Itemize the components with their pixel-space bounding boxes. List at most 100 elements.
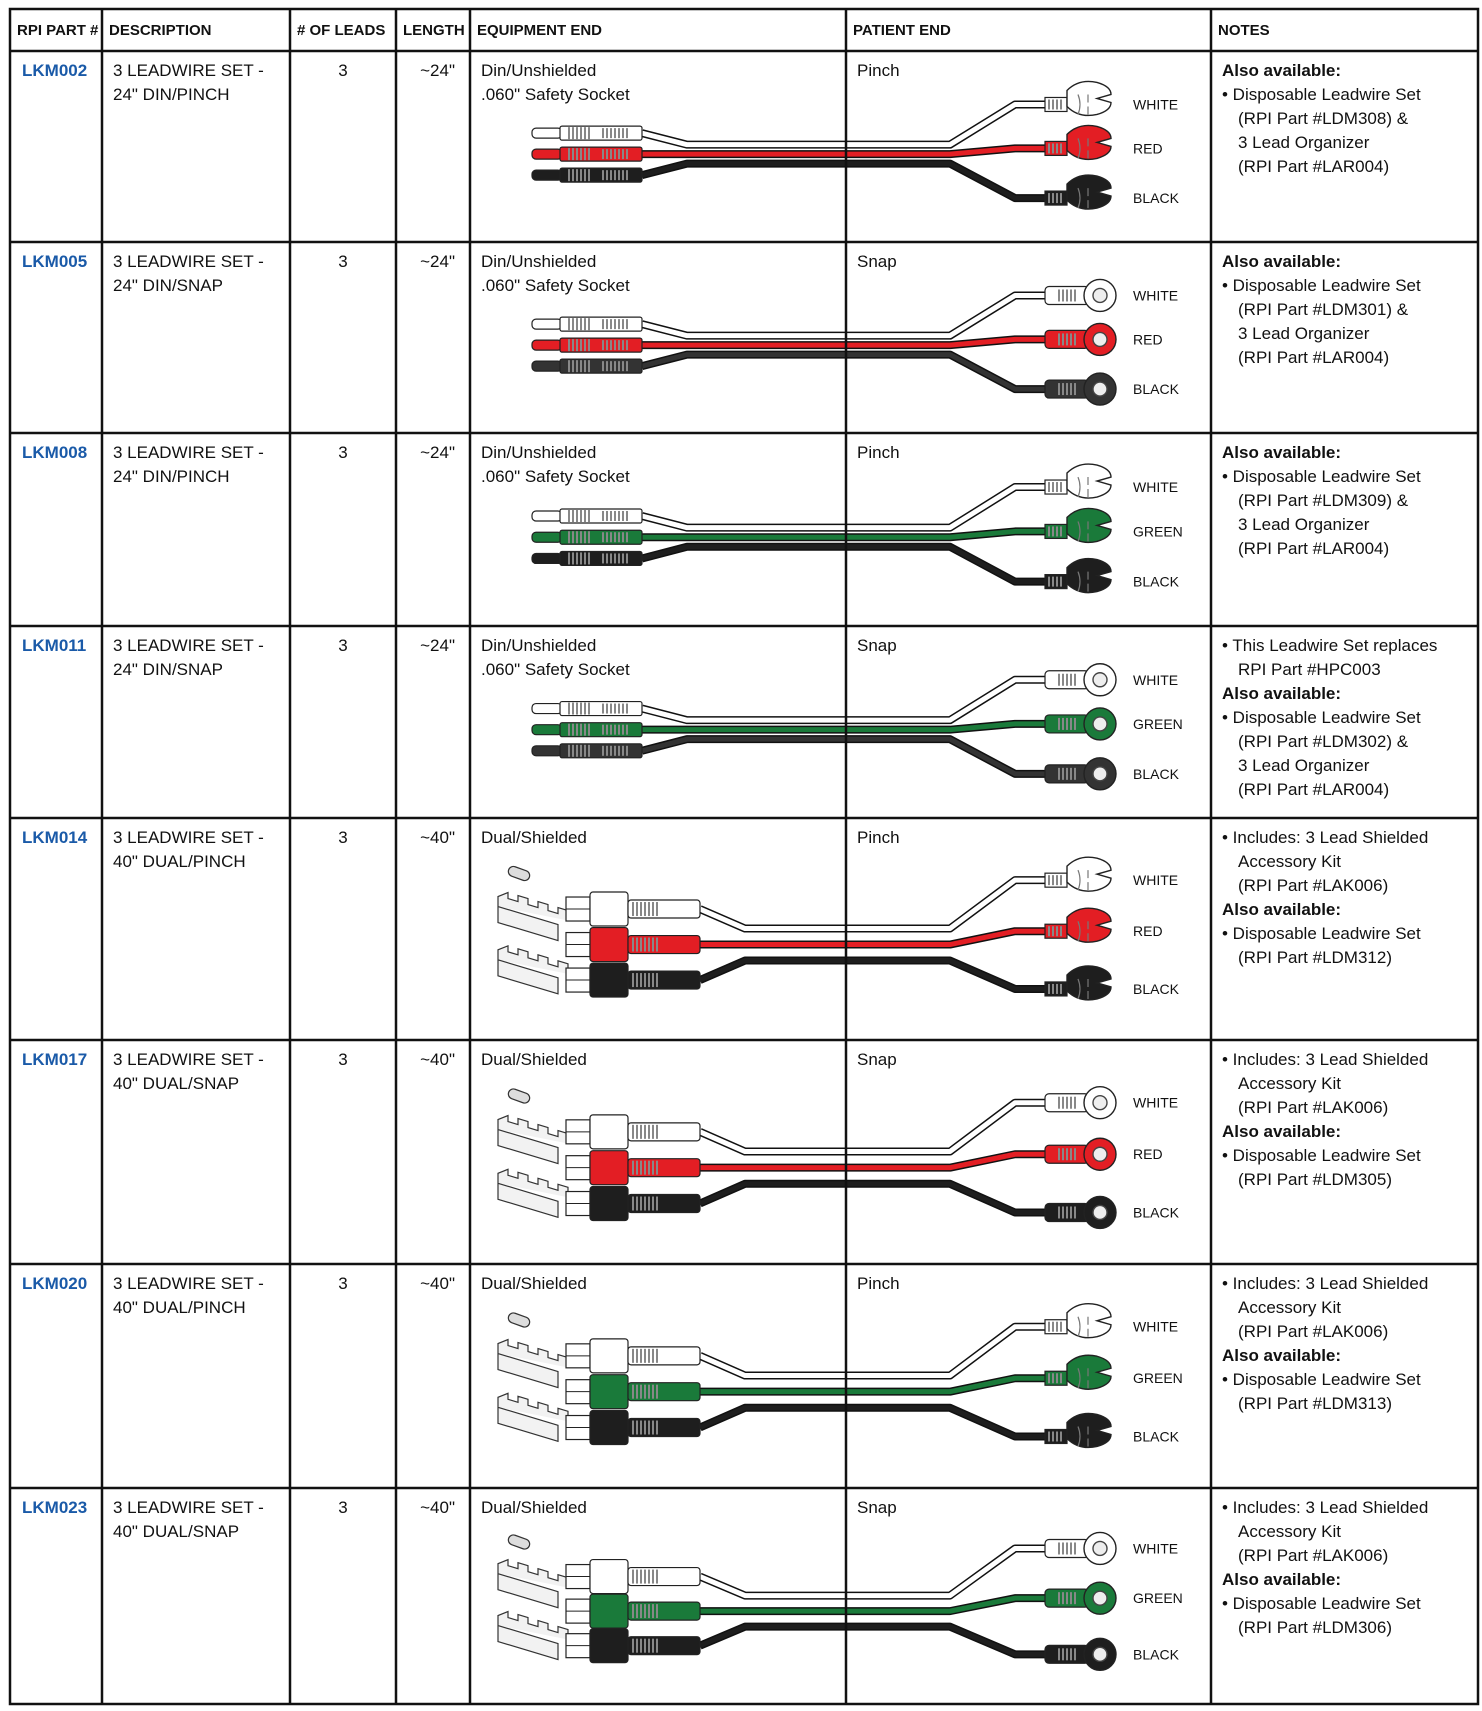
grip-stripe xyxy=(636,1604,638,1619)
note-line: (RPI Part #LAK006) xyxy=(1238,876,1388,895)
grip-stripe xyxy=(1048,875,1050,886)
grip-stripe xyxy=(1052,482,1054,493)
dual-body xyxy=(589,1558,629,1595)
kit-block xyxy=(497,1114,569,1165)
column-header: NOTES xyxy=(1218,22,1270,39)
grip-stripe xyxy=(602,532,604,543)
cable xyxy=(699,877,1045,932)
grip-stripe xyxy=(1066,673,1068,686)
grip-stripe xyxy=(618,170,620,181)
grip-stripe xyxy=(644,973,646,988)
note-line: 3 Lead Organizer xyxy=(1238,756,1370,775)
grip-stripe xyxy=(588,744,590,757)
dual-boot xyxy=(627,1566,701,1587)
cable xyxy=(642,528,1045,540)
grip-stripe xyxy=(580,509,582,522)
patient-end: Pinch xyxy=(857,443,900,462)
table-border xyxy=(8,7,1480,1706)
grip-stripe xyxy=(614,745,616,756)
note-heading: Also available: xyxy=(1222,1122,1341,1141)
grip-stripe xyxy=(1070,383,1072,396)
cable xyxy=(699,958,1045,992)
grip-stripe xyxy=(572,169,574,182)
grip-stripe xyxy=(610,510,612,521)
grip-stripe xyxy=(1070,673,1072,686)
table-grid xyxy=(8,7,1480,1706)
note-line: 3 Lead Organizer xyxy=(1238,133,1370,152)
patient-end: Snap xyxy=(857,252,897,271)
equipment-end: .060" Safety Socket xyxy=(481,467,630,486)
grip-stripe xyxy=(626,510,628,521)
grip-stripe xyxy=(610,149,612,160)
grip-stripe xyxy=(648,1348,650,1363)
lead-count: 3 xyxy=(338,61,347,80)
pinch-clip xyxy=(1066,174,1112,210)
grip-stripe xyxy=(622,361,624,372)
grip-stripe xyxy=(1052,1321,1054,1332)
grip-stripe xyxy=(632,1196,634,1211)
pinch-clip xyxy=(1066,1412,1112,1449)
grip-stripe xyxy=(580,723,582,736)
wire-label: RED xyxy=(1133,1146,1163,1162)
leadwire-illustration: WHITE RED BLACK xyxy=(531,80,1180,210)
snap-stud xyxy=(1092,1540,1108,1557)
grip-stripe xyxy=(576,148,578,161)
grip-stripe xyxy=(1066,1592,1068,1605)
grip-stripe xyxy=(622,532,624,543)
note-line: Accessory Kit xyxy=(1238,1298,1341,1317)
grip-stripe xyxy=(568,744,570,757)
description: 40" DUAL/PINCH xyxy=(113,1298,246,1317)
kit-block xyxy=(497,1392,569,1443)
grip-stripe xyxy=(614,149,616,160)
grip-stripe xyxy=(580,148,582,161)
grip-stripe xyxy=(572,127,574,140)
grip-stripe xyxy=(576,318,578,331)
grip-stripe xyxy=(1060,193,1062,204)
note-line: 3 Lead Organizer xyxy=(1238,515,1370,534)
grip-stripe xyxy=(614,532,616,543)
grip-stripe xyxy=(610,532,612,543)
grip-stripe xyxy=(602,510,604,521)
grip-stripe xyxy=(602,149,604,160)
note-line: • Disposable Leadwire Set xyxy=(1222,276,1421,295)
dual-body xyxy=(589,1593,629,1629)
pinch-jaw xyxy=(1077,1426,1089,1447)
grip-stripe xyxy=(622,510,624,521)
snap-stud xyxy=(1092,672,1108,688)
length: ~40" xyxy=(420,1050,455,1069)
cable xyxy=(642,721,1045,733)
grip-stripe xyxy=(1060,875,1062,886)
equipment-end: Din/Unshielded xyxy=(481,252,596,271)
cable-outline xyxy=(698,1544,1045,1600)
length: ~24" xyxy=(420,252,455,271)
grip-stripe xyxy=(644,1160,646,1175)
note-line: • Disposable Leadwire Set xyxy=(1222,1370,1421,1389)
wire-label: BLACK xyxy=(1133,190,1180,206)
grip-stripe xyxy=(1070,333,1072,346)
column-header: RPI PART # xyxy=(17,22,99,39)
note-heading: Also available: xyxy=(1222,1346,1341,1365)
pinch-clip xyxy=(1066,1354,1112,1390)
grip-stripe xyxy=(568,318,570,331)
column-header: PATIENT END xyxy=(853,22,951,39)
wire-label: GREEN xyxy=(1133,1370,1183,1386)
dual-body xyxy=(589,1374,629,1410)
grip-stripe xyxy=(1052,99,1054,110)
grip-stripe xyxy=(1048,526,1050,537)
wire-label: WHITE xyxy=(1133,479,1178,495)
length: ~40" xyxy=(420,1498,455,1517)
grip-stripe xyxy=(606,340,608,351)
dual-body xyxy=(589,1409,629,1446)
grip-stripe xyxy=(652,1196,654,1211)
grip-stripe xyxy=(576,127,578,140)
grip-stripe xyxy=(1052,875,1054,886)
grip-stripe xyxy=(1060,576,1062,587)
pinch-jaw xyxy=(1077,571,1089,592)
grip-stripe xyxy=(1052,1373,1054,1384)
grip-stripe xyxy=(622,319,624,330)
grip-stripe xyxy=(1056,99,1058,110)
grip-stripe xyxy=(1048,926,1050,937)
grip-stripe xyxy=(606,703,608,714)
grip-stripe xyxy=(1058,383,1060,396)
